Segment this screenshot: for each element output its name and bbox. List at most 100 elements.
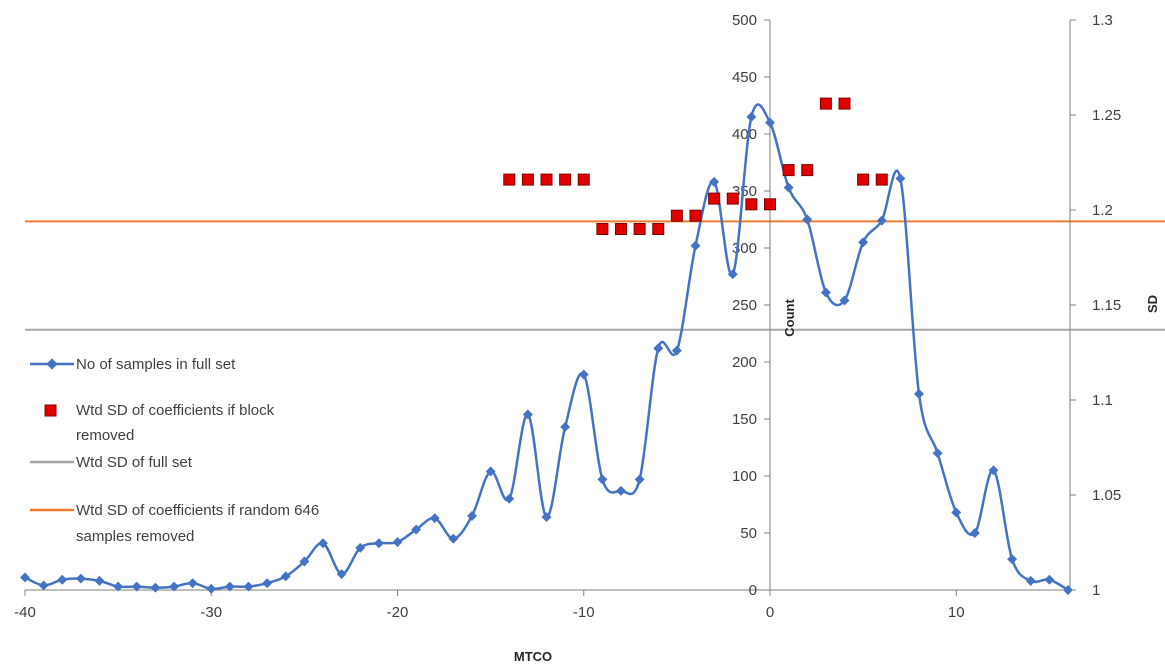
legend-item-sd-full: Wtd SD of full set: [30, 454, 193, 471]
sd-block-marker: [745, 198, 758, 211]
axes: -40 -30 -20 -10 0 100501001502002503003504004…: [14, 12, 1121, 621]
legend-label-sd-random-2: samples removed: [76, 528, 194, 545]
x-tick-label: 10: [948, 604, 965, 621]
samples-point: [373, 538, 384, 549]
samples-point: [727, 269, 738, 280]
samples-point: [336, 569, 347, 579]
sd-block-marker: [801, 164, 814, 177]
sd-block-marker: [857, 173, 870, 186]
samples-point: [280, 571, 291, 582]
left-y-tick-label: 400: [732, 126, 757, 143]
samples-point: [541, 512, 552, 522]
left-y-axis-title: Count: [782, 299, 797, 337]
samples-point: [1044, 574, 1055, 585]
samples-point: [485, 466, 496, 477]
samples-point: [634, 474, 645, 485]
x-tick-label: -10: [573, 604, 595, 621]
samples-point: [1007, 554, 1018, 565]
samples-point: [802, 214, 813, 225]
samples-point: [690, 240, 701, 251]
samples-point: [709, 176, 720, 187]
legend-label-sd-block-2: removed: [76, 427, 134, 444]
legend-square-icon: [44, 404, 57, 417]
samples-point: [57, 574, 68, 585]
sd-block-marker: [596, 223, 609, 235]
right-y-tick-label: 1.25: [1092, 107, 1121, 124]
reference-lines: [25, 220, 1165, 331]
samples-point: [20, 572, 30, 583]
right-y-tick-label: 1.05: [1092, 487, 1121, 504]
sd-block-marker: [503, 173, 516, 186]
samples-point: [969, 528, 980, 538]
sd-block-marker: [708, 192, 721, 205]
x-tick-label: 0: [766, 604, 774, 621]
sd-block-marker: [521, 173, 534, 186]
samples-point: [765, 117, 775, 128]
samples-point: [578, 369, 589, 380]
samples-point: [653, 343, 664, 354]
samples-point: [671, 345, 682, 356]
right-y-tick-label: 1.2: [1092, 202, 1113, 219]
left-y-tick-label: 200: [732, 354, 757, 371]
samples-point: [951, 507, 962, 518]
legend-item-sd-random: Wtd SD of coefficients if random 646 sam…: [30, 502, 319, 545]
left-y-tick-label: 500: [732, 12, 757, 29]
x-tick-label: -20: [387, 604, 409, 621]
right-y-axis-title: SD: [1145, 295, 1160, 313]
samples-point: [914, 388, 924, 399]
sd-block-marker: [875, 173, 888, 186]
samples-point: [169, 581, 179, 592]
samples-point: [131, 581, 142, 592]
legend-diamond-icon: [46, 358, 58, 370]
samples-point: [429, 513, 440, 524]
left-y-tick-label: 50: [740, 525, 757, 542]
sd-block-marker: [782, 164, 795, 177]
sd-block-marker: [689, 209, 702, 222]
sd-block-marker: [838, 97, 851, 110]
samples-point: [988, 465, 999, 476]
x-tick-label: -40: [14, 604, 36, 621]
sd-block-marker: [819, 97, 832, 110]
left-y-tick-label: 100: [732, 468, 757, 485]
samples-point: [467, 510, 477, 521]
legend-item-samples: No of samples in full set: [30, 356, 236, 373]
sd-block-markers: [503, 97, 888, 235]
x-axis-title: MTCO: [514, 649, 552, 664]
sd-block-marker: [726, 192, 739, 205]
samples-point: [94, 575, 105, 586]
left-y-tick-label: 0: [749, 582, 757, 599]
samples-point: [746, 111, 757, 122]
sd-block-marker: [670, 209, 683, 222]
samples-point: [858, 237, 869, 248]
samples-point: [187, 578, 198, 589]
legend-label-sd-block-1: Wtd SD of coefficients if block: [76, 402, 275, 419]
samples-point: [75, 573, 86, 584]
sd-block-marker: [652, 223, 665, 235]
samples-point: [38, 580, 49, 591]
samples-point: [876, 215, 887, 226]
samples-point: [504, 493, 515, 504]
sd-block-marker: [540, 173, 553, 186]
samples-point: [299, 556, 310, 567]
samples-point: [318, 538, 328, 549]
samples-line-series: [20, 103, 1073, 595]
sd-block-marker: [633, 223, 646, 235]
samples-point: [262, 578, 273, 589]
x-tick-label: -30: [200, 604, 222, 621]
legend-label-samples: No of samples in full set: [76, 356, 236, 373]
samples-point: [1025, 575, 1036, 586]
samples-point: [150, 582, 161, 593]
sd-block-marker: [559, 173, 572, 186]
sd-block-marker: [577, 173, 590, 186]
samples-point: [448, 533, 459, 544]
samples-point: [392, 537, 403, 548]
samples-point: [355, 542, 366, 553]
sd-block-marker: [764, 198, 776, 211]
samples-point: [616, 485, 626, 496]
legend-label-sd-full: Wtd SD of full set: [76, 454, 193, 471]
samples-point: [895, 173, 906, 184]
legend-item-sd-block: Wtd SD of coefficients if block removed: [44, 402, 275, 444]
left-y-tick-label: 150: [732, 411, 757, 428]
sd-block-marker: [615, 223, 627, 235]
